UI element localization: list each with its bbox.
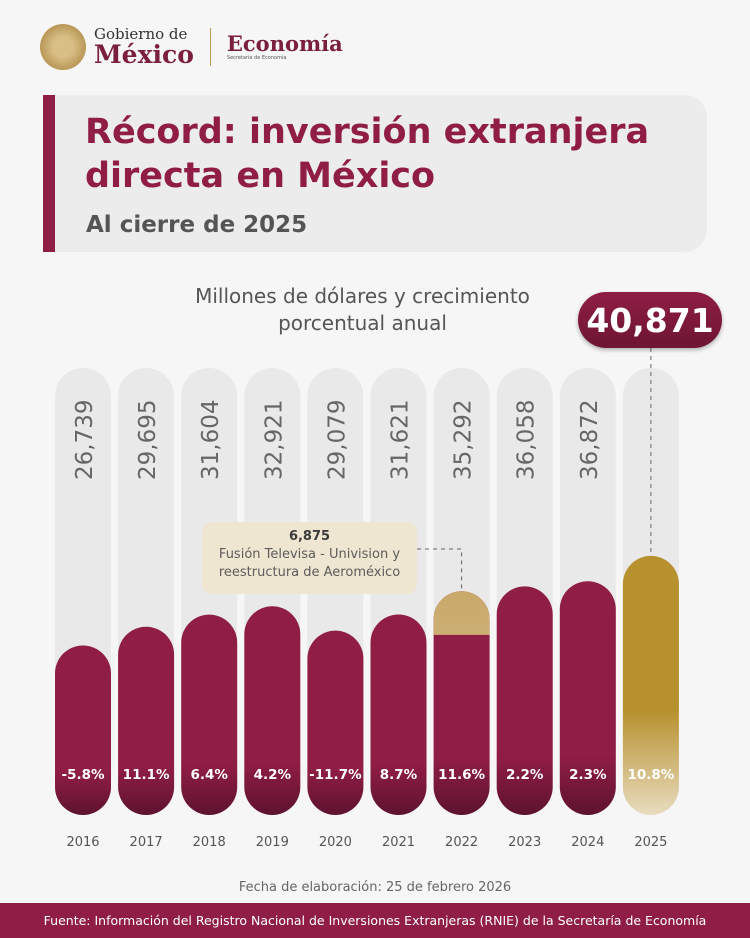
bar-2017: [118, 626, 175, 815]
page-subtitle: Al cierre de 2025: [86, 212, 308, 238]
bar-2024: [559, 581, 616, 815]
ministry-sub: Secretaría de Economía: [226, 55, 287, 61]
growth-label: 6.4%: [190, 767, 228, 783]
bar-2025: [622, 555, 679, 815]
chart-title: Millones de dólares y crecimiento porcen…: [195, 284, 530, 335]
value-label: 32,921: [261, 400, 287, 480]
growth-label: 10.8%: [627, 767, 674, 783]
year-label: 2018: [193, 835, 226, 850]
annotation-leader: [417, 548, 463, 592]
bar-2016: [55, 645, 111, 815]
growth-label: 11.6%: [438, 767, 485, 783]
year-label: 2019: [256, 835, 289, 850]
gov-line1: Gobierno de: [94, 25, 188, 43]
value-label: 35,292: [451, 400, 477, 480]
value-label: 31,604: [198, 400, 224, 480]
bar-2019: [244, 606, 301, 815]
growth-label: 8.7%: [380, 767, 418, 783]
year-label: 2024: [571, 835, 604, 850]
bar-2021: [370, 614, 427, 815]
highlight-callout: 40,871: [578, 292, 722, 348]
bar-2022: [433, 591, 490, 815]
annotation-value: 6,875: [288, 529, 331, 544]
divider: [209, 28, 211, 66]
source-text: Fuente: Información del Registro Naciona…: [43, 913, 707, 928]
source-footer: Fuente: Información del Registro Naciona…: [0, 903, 750, 938]
bar-2020: [307, 630, 364, 815]
growth-label: -5.8%: [61, 767, 105, 783]
title-card: [43, 95, 707, 252]
year-label: 2021: [382, 835, 415, 850]
value-label: 26,739: [72, 400, 98, 480]
growth-label: 4.2%: [254, 767, 292, 783]
bar-2023: [496, 586, 553, 815]
year-label: 2022: [445, 835, 478, 850]
annotation-box: 6,875 Fusión Televisa - Univision y reest…: [202, 522, 417, 594]
value-label: 29,695: [135, 400, 161, 480]
gov-line2: México: [94, 40, 194, 69]
value-label: 31,621: [388, 400, 414, 480]
year-label: 2016: [66, 835, 99, 850]
value-label: 36,872: [577, 400, 603, 480]
growth-label: 11.1%: [123, 767, 170, 783]
growth-label: 2.3%: [569, 767, 607, 783]
date-note: Fecha de elaboración: 25 de febrero 2026: [238, 880, 512, 895]
ministry-name: Economía: [226, 31, 343, 56]
bar-2018: [181, 614, 238, 815]
annotation-segment: [433, 591, 490, 635]
page-title: Récord: inversión extranjera directa en …: [85, 112, 650, 196]
growth-label: 2.2%: [506, 767, 544, 783]
annotation-text: Fusión Televisa - Univision y reestructu…: [218, 547, 401, 580]
growth-label: -11.7%: [309, 767, 362, 783]
logo: Gobierno de México Economía Secretaría de …: [40, 24, 343, 70]
year-label: 2025: [634, 835, 667, 850]
year-label: 2023: [508, 835, 541, 850]
value-label: 36,058: [514, 400, 540, 480]
value-label: 29,079: [324, 400, 350, 480]
year-label: 2017: [130, 835, 163, 850]
year-label: 2020: [319, 835, 352, 850]
coat-of-arms-seal: [40, 24, 86, 70]
